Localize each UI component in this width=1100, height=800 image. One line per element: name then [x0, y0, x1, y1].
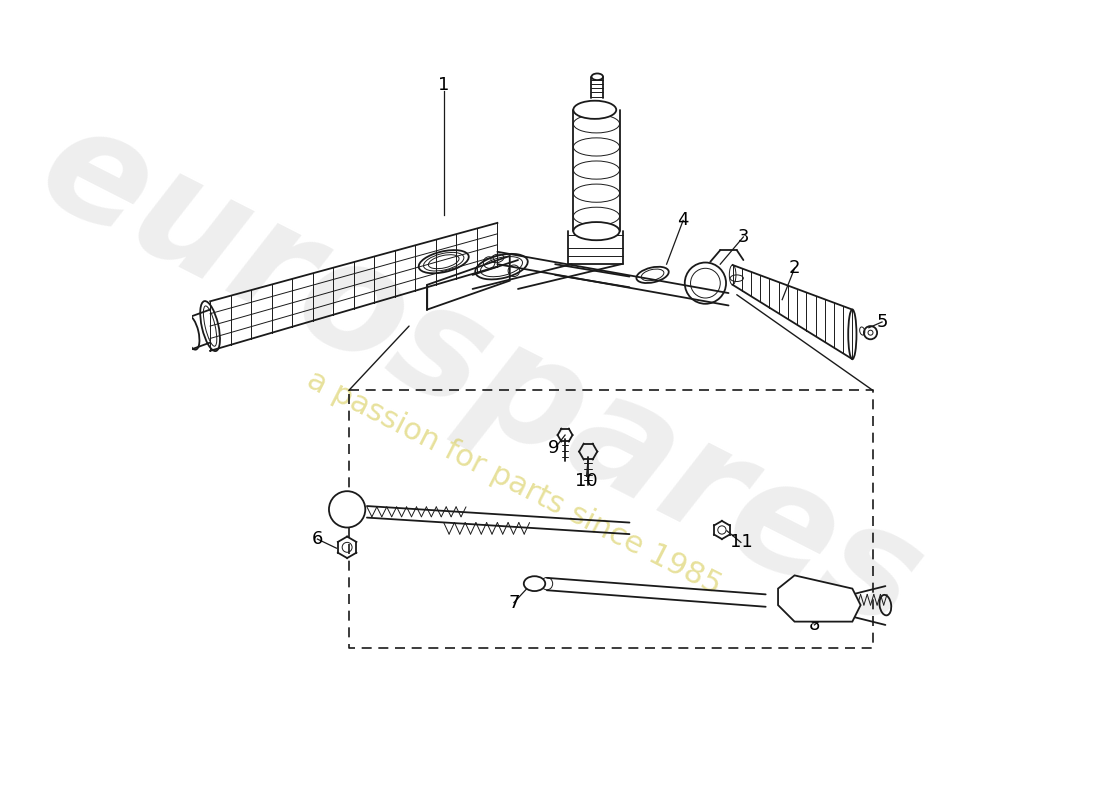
- Text: 5: 5: [877, 313, 888, 331]
- Text: 7: 7: [508, 594, 519, 612]
- Text: 3: 3: [738, 228, 749, 246]
- Text: 6: 6: [311, 530, 323, 548]
- Text: eurospares: eurospares: [16, 90, 945, 662]
- Ellipse shape: [329, 491, 365, 527]
- Text: 4: 4: [678, 211, 689, 230]
- Ellipse shape: [524, 576, 546, 591]
- Text: a passion for parts since 1985: a passion for parts since 1985: [301, 366, 726, 601]
- Ellipse shape: [573, 101, 616, 119]
- Ellipse shape: [573, 222, 619, 240]
- Text: 11: 11: [729, 534, 752, 551]
- Text: 2: 2: [789, 259, 801, 278]
- Polygon shape: [778, 575, 860, 622]
- Text: 9: 9: [548, 439, 559, 458]
- Text: 1: 1: [438, 76, 450, 94]
- Text: 10: 10: [575, 472, 597, 490]
- Text: 8: 8: [808, 616, 821, 634]
